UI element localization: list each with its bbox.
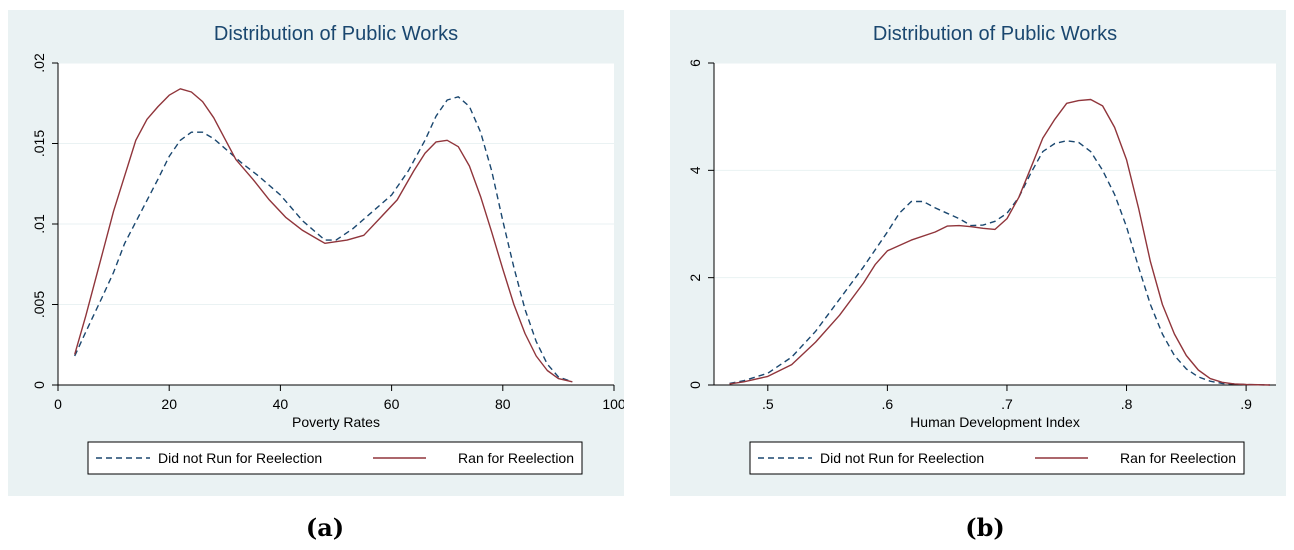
chart-title: Distribution of Public Works: [873, 23, 1117, 45]
series-line-did-not-run: [74, 96, 573, 383]
series-line-did-not-run: [729, 140, 1271, 386]
legend-label-did-not-run: Did not Run for Reelection: [158, 450, 322, 466]
x-tick-label: .8: [1121, 396, 1133, 412]
y-tick-label: 4: [687, 166, 703, 174]
panel-caption-b: (b): [965, 513, 1005, 542]
legend-label-ran: Ran for Reelection: [1120, 450, 1236, 466]
y-tick-label: 0: [687, 381, 703, 389]
x-tick-label: .7: [1001, 396, 1013, 412]
x-axis-title: Human Development Index: [910, 414, 1080, 430]
y-tick-label: 6: [687, 59, 703, 67]
legend-box: [87, 441, 583, 475]
x-tick-label: 100: [602, 396, 624, 412]
y-tick-label: 0: [31, 381, 47, 389]
chart-panel-a: Distribution of Public Works 0 .005 .01 .015…: [8, 10, 624, 496]
x-tick-label: .5: [762, 396, 774, 412]
x-tick-label: 80: [495, 396, 511, 412]
x-tick-label: 20: [161, 396, 177, 412]
plot-area: [714, 63, 1276, 385]
y-tick-label: .02: [31, 53, 47, 73]
chart-svg: Distribution of Public Works 0 .005 .01 .015…: [31, 23, 624, 475]
series-line-ran: [729, 98, 1271, 386]
x-tick-label: 40: [273, 396, 289, 412]
y-tick-label: 2: [687, 274, 703, 282]
y-tick-label: .01: [31, 214, 47, 234]
chart-svg: Distribution of Public Works 0 2 4 6 .5 .6 .7 .8…: [687, 23, 1276, 475]
y-tick-label: .005: [31, 291, 47, 318]
x-axis-title: Poverty Rates: [292, 414, 380, 430]
x-tick-label: 0: [54, 396, 62, 412]
legend-label-did-not-run: Did not Run for Reelection: [820, 450, 984, 466]
y-tick-label: .015: [31, 130, 47, 157]
x-tick-label: 60: [384, 396, 400, 412]
panel-caption-a: (a): [305, 513, 345, 542]
chart-panel-b: Distribution of Public Works 0 2 4 6 .5 .6 .7 .8…: [670, 10, 1286, 496]
legend: Did not Run for Reelection Ran for Reelec…: [87, 441, 583, 475]
legend-box: [749, 441, 1245, 475]
series-line-ran: [74, 88, 573, 383]
legend-label-ran: Ran for Reelection: [458, 450, 574, 466]
legend: Did not Run for Reelection Ran for Reelec…: [749, 441, 1245, 475]
chart-title: Distribution of Public Works: [214, 23, 458, 45]
x-tick-label: .9: [1240, 396, 1252, 412]
x-tick-label: .6: [882, 396, 894, 412]
